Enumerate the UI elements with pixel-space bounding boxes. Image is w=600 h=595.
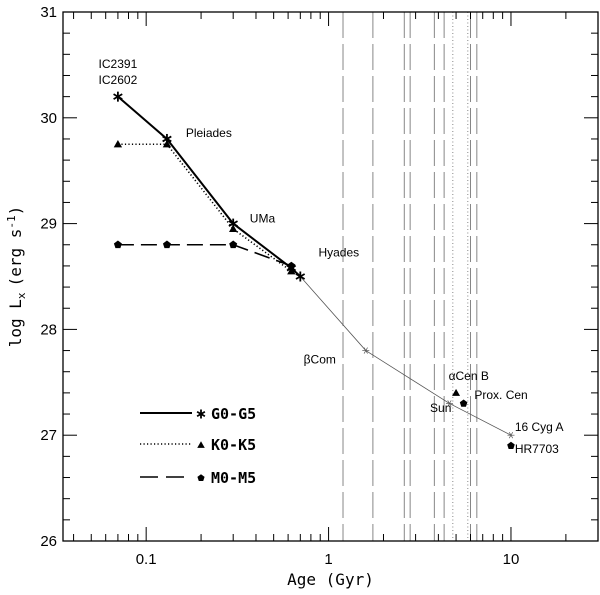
sun-evolution-track: [300, 276, 515, 439]
y-axis-label-units: (erg s: [6, 229, 25, 287]
legend-label-m0-m5: M0-M5: [211, 469, 256, 487]
y-tick-label-26: 26: [40, 533, 57, 550]
legend-label-g0-g5: G0-G5: [211, 405, 256, 423]
annotation-cyg16a: 16 Cyg A: [515, 420, 564, 434]
y-tick-label-30: 30: [40, 110, 57, 127]
annotation-ic2391: IC2391: [99, 57, 138, 71]
annotation-proxcen: Prox. Cen: [474, 388, 527, 402]
annotation-hyades: Hyades: [318, 245, 359, 259]
y-axis-label-close: ): [6, 206, 25, 216]
point-g0-g5-1: [113, 91, 123, 102]
plot-frame: [62, 11, 599, 542]
y-tick-label-29: 29: [40, 216, 57, 233]
vertical-reference-lines: [342, 12, 478, 541]
legend: G0-G5 K0-K5 M0-M5: [140, 405, 256, 487]
y-tick-label-27: 27: [40, 427, 57, 444]
point-hr7703: [507, 441, 515, 450]
point-k0-k5-2: [162, 140, 172, 148]
legend-marker-k0-k5: [197, 441, 205, 448]
x-axis-label: Age (Gyr): [287, 570, 374, 589]
y-axis-label: log Lx (erg s-1): [5, 206, 28, 347]
point-m0-m5-1: [113, 240, 122, 249]
y-axis-label-subscript: x: [15, 292, 28, 299]
legend-marker-g0-g5: [196, 409, 206, 419]
x-tick-label-1: 1: [324, 551, 332, 568]
point-m0-m5-4: [287, 261, 296, 270]
point-k0-k5-3: [228, 224, 238, 233]
axis-ticks: [63, 11, 599, 542]
x-tick-label-0.1: 0.1: [136, 551, 157, 568]
sun-track-line: [300, 276, 512, 436]
series-line-g0-g5: [117, 95, 301, 278]
point-prox-cen: [459, 399, 468, 407]
point-m0-m5-3: [229, 240, 238, 249]
series-markers: [113, 91, 306, 282]
extra-star-markers: [452, 388, 515, 450]
annotation-betacom: βCom: [304, 352, 336, 366]
sun-track-point-2: [445, 400, 453, 407]
y-axis-label-superscript: -1: [5, 215, 18, 228]
legend-label-k0-k5: K0-K5: [211, 436, 256, 454]
point-m0-m5-2: [162, 240, 171, 249]
point-k0-k5-1: [113, 140, 123, 148]
series-line-m0-m5: [117, 243, 292, 267]
annotation-hr7703: HR7703: [515, 442, 559, 456]
series-lines: [117, 95, 301, 278]
point-g0-g5-5: [295, 271, 306, 282]
annotation-uma: UMa: [250, 212, 276, 226]
y-tick-label-28: 28: [40, 321, 57, 338]
sun-track-point-1: [362, 347, 370, 354]
annotations: IC2391 IC2602 Pleiades UMa Hyades βCom Sun αCen…: [99, 57, 564, 456]
annotation-sun: Sun: [430, 401, 451, 415]
annotation-pleiades: Pleiades: [186, 126, 232, 140]
axis-tick-labels: 0.1 1 10 26 27 28 29 30 31: [40, 4, 519, 568]
sun-track-point-3: [507, 431, 515, 439]
x-tick-label-10: 10: [503, 551, 520, 568]
y-axis-label-main: log L: [6, 299, 25, 347]
point-k0-k5-4: [287, 267, 296, 275]
annotation-ic2602: IC2602: [99, 73, 138, 87]
annotation-alphacenb: αCen B: [449, 369, 489, 383]
legend-marker-m0-m5: [197, 474, 205, 482]
series-line-k0-k5: [117, 143, 292, 272]
point-alpha-cen-b: [452, 388, 461, 396]
y-tick-label-31: 31: [40, 4, 57, 21]
